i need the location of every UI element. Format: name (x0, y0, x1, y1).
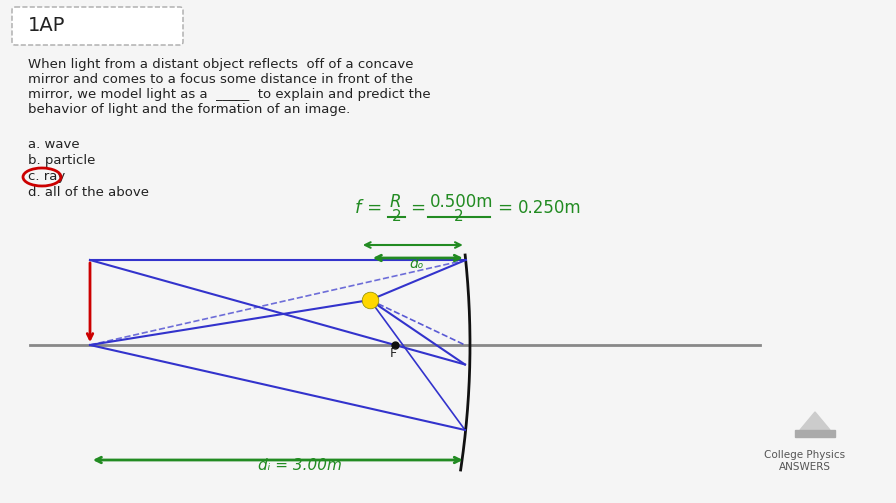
Text: d. all of the above: d. all of the above (28, 186, 149, 199)
Polygon shape (795, 430, 835, 437)
Text: 0.500m: 0.500m (430, 193, 494, 211)
Text: 0.250m: 0.250m (518, 199, 582, 217)
Text: =: = (497, 199, 513, 217)
Text: 2: 2 (454, 209, 463, 224)
Text: R: R (390, 193, 401, 211)
Text: dᵢ = 3.00m: dᵢ = 3.00m (258, 458, 341, 473)
Text: c. ray: c. ray (28, 170, 65, 183)
Text: a. wave: a. wave (28, 138, 80, 151)
Text: b. particle: b. particle (28, 154, 95, 167)
Text: f =: f = (355, 199, 383, 217)
Text: =: = (410, 199, 425, 217)
FancyBboxPatch shape (12, 7, 183, 45)
Text: College Physics
ANSWERS: College Physics ANSWERS (764, 450, 846, 472)
Text: When light from a distant object reflects  off of a concave
mirror and comes to : When light from a distant object reflect… (28, 58, 431, 116)
Text: 1AP: 1AP (28, 16, 65, 35)
Text: F: F (390, 347, 397, 360)
Polygon shape (800, 412, 830, 430)
Text: 2: 2 (392, 209, 401, 224)
Text: dₒ: dₒ (409, 257, 425, 271)
